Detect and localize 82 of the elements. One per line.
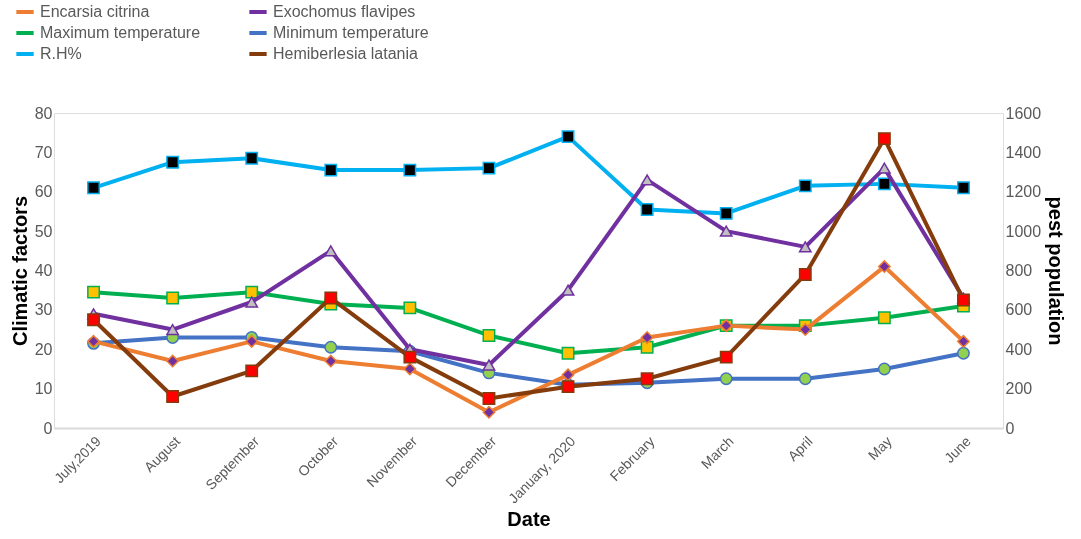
point (87, 285, 100, 299)
point (957, 346, 970, 360)
y2-tick-label: 600 (1005, 301, 1033, 319)
point (640, 203, 654, 216)
point (957, 181, 970, 195)
point (561, 130, 575, 144)
point (324, 245, 338, 257)
point (877, 162, 891, 174)
point (798, 267, 812, 281)
y-axis-title: Climatic factors (8, 195, 31, 347)
point (877, 177, 891, 191)
point (719, 206, 733, 220)
x-tick-label: May (864, 433, 895, 464)
point (324, 354, 338, 368)
point (561, 346, 575, 360)
y2-tick-label: 200 (1005, 380, 1033, 398)
point (640, 174, 654, 186)
point (640, 340, 654, 354)
point (482, 359, 496, 371)
point (719, 372, 733, 386)
point (877, 132, 891, 146)
point (324, 291, 338, 305)
legend-label: Exochomus flavipes (273, 3, 416, 20)
point (245, 296, 259, 308)
point (482, 392, 496, 405)
legend-label: Minimum temperature (273, 24, 429, 41)
y-tick-label: 80 (34, 104, 53, 122)
point (245, 364, 259, 378)
y-tick-label: 70 (34, 143, 53, 161)
y2-tick-label: 1000 (1005, 222, 1042, 240)
legend-label: Encarsia citrina (40, 3, 150, 20)
y2-axis-title: pest population (1045, 196, 1068, 346)
point (798, 179, 812, 193)
y-tick-label: 60 (34, 183, 53, 201)
point (166, 390, 180, 403)
point (245, 334, 259, 348)
point (561, 368, 575, 382)
legend-label: Hemiberlesia latania (273, 45, 419, 62)
point (403, 362, 417, 376)
legend-label: R.H% (40, 45, 82, 62)
point (877, 362, 891, 376)
x-axis-title: Date (507, 508, 551, 531)
point (561, 284, 575, 296)
point (166, 323, 180, 336)
point (482, 161, 496, 175)
point (798, 241, 812, 253)
y-tick-label: 20 (34, 340, 53, 358)
point (877, 311, 891, 325)
point (640, 330, 654, 344)
y-tick-label: 30 (34, 301, 53, 319)
y2-tick-label: 1200 (1005, 183, 1042, 201)
point (798, 323, 812, 337)
point (166, 291, 180, 305)
point (877, 260, 891, 274)
point (403, 350, 417, 364)
point (403, 163, 417, 177)
point (245, 285, 259, 299)
point (324, 163, 338, 177)
point (87, 313, 100, 327)
point (245, 151, 259, 165)
point (482, 329, 496, 342)
point (482, 405, 496, 419)
y2-tick-label: 1600 (1005, 104, 1042, 122)
y-tick-label: 10 (34, 380, 53, 398)
point (719, 225, 733, 237)
point (798, 372, 812, 386)
y-tick-label: 0 (43, 419, 53, 437)
point (719, 350, 733, 364)
y2-tick-label: 1400 (1005, 143, 1042, 161)
y2-tick-label: 400 (1005, 340, 1033, 358)
point (403, 301, 417, 315)
point (87, 181, 100, 195)
point (957, 334, 970, 348)
legend-label: Maximum temperature (40, 24, 201, 41)
y2-tick-label: 800 (1005, 262, 1033, 279)
y2-tick-label: 0 (1005, 419, 1015, 437)
point (166, 155, 180, 169)
point (640, 372, 654, 386)
point (324, 340, 338, 354)
y-tick-label: 40 (34, 262, 53, 279)
point (166, 354, 180, 368)
y-tick-label: 50 (34, 222, 53, 240)
